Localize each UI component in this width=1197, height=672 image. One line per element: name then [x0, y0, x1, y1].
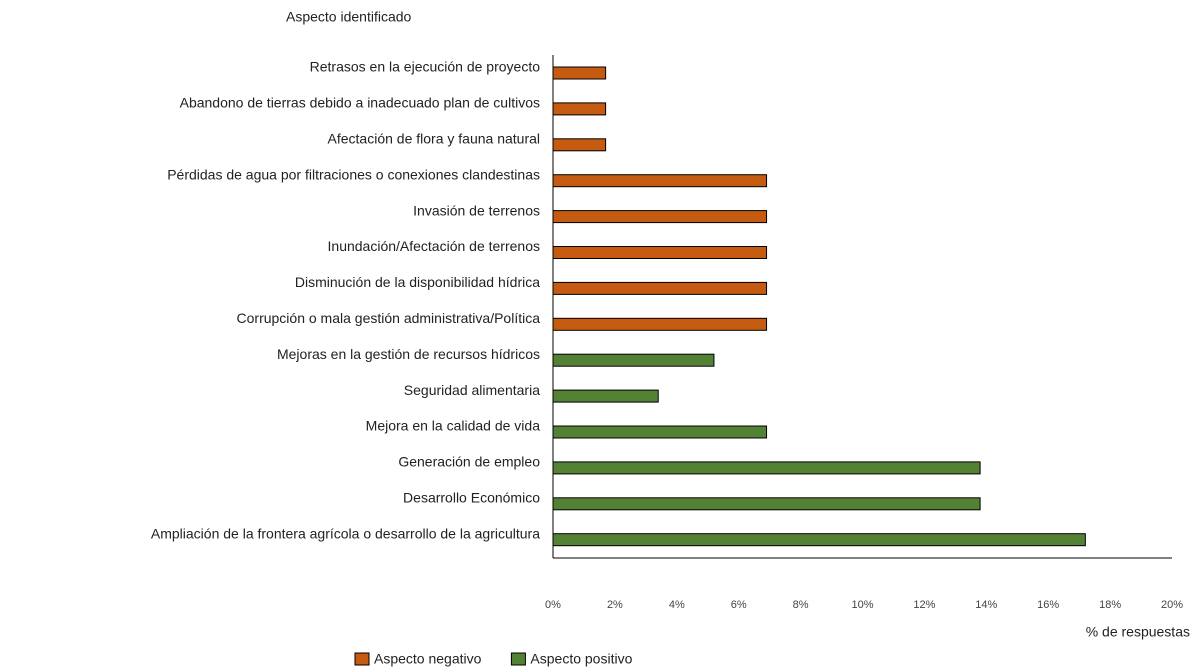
y-tick-label: Seguridad alimentaria — [404, 382, 540, 398]
x-tick-label: 4% — [669, 599, 685, 611]
bar — [552, 497, 981, 511]
x-tick-label: 18% — [1099, 599, 1121, 611]
bar — [552, 210, 768, 224]
x-tick-label: 14% — [975, 599, 997, 611]
x-tick-label: 0% — [545, 599, 561, 611]
bar — [552, 102, 607, 116]
x-tick-label: 8% — [793, 599, 809, 611]
bar — [552, 425, 768, 439]
x-tick-label: 6% — [731, 599, 747, 611]
y-tick-label: Pérdidas de agua por filtraciones o cone… — [167, 166, 540, 182]
chart-title: Aspecto identificado — [286, 9, 412, 25]
y-tick-label: Abandono de tierras debido a inadecuado … — [180, 95, 540, 111]
x-tick-label: 12% — [913, 599, 935, 611]
bar — [552, 281, 768, 295]
x-tick-label: 10% — [851, 599, 873, 611]
legend-label: Aspecto positivo — [530, 651, 632, 667]
y-tick-label: Mejora en la calidad de vida — [366, 418, 541, 434]
legend-swatch — [510, 652, 526, 666]
y-tick-label: Inundación/Afectación de terrenos — [328, 238, 540, 254]
y-tick-label: Desarrollo Económico — [403, 490, 540, 506]
x-tick-label: 20% — [1161, 599, 1183, 611]
legend-label: Aspecto negativo — [374, 651, 482, 667]
legend-swatch — [354, 652, 370, 666]
y-tick-label: Mejoras en la gestión de recursos hídric… — [277, 346, 540, 362]
y-tick-label: Ampliación de la frontera agrícola o des… — [151, 525, 540, 541]
y-tick-label: Afectación de flora y fauna natural — [328, 131, 540, 147]
bar — [552, 66, 607, 80]
y-tick-label: Generación de empleo — [398, 454, 540, 470]
bar — [552, 317, 768, 331]
bar — [552, 246, 768, 259]
bar — [552, 174, 768, 188]
y-tick-label: Disminución de la disponibilidad hídrica — [295, 274, 540, 290]
bar — [552, 389, 659, 403]
x-tick-label: 2% — [607, 599, 623, 611]
y-tick-label: Invasión de terrenos — [413, 202, 540, 218]
y-tick-label: Corrupción o mala gestión administrativa… — [237, 310, 541, 326]
x-axis-label: % de respuestas — [1086, 624, 1190, 640]
y-tick-label: Retrasos en la ejecución de proyecto — [310, 59, 541, 75]
x-tick-label: 16% — [1037, 599, 1059, 611]
bar — [552, 461, 981, 475]
bar — [552, 138, 607, 152]
bar — [552, 353, 715, 367]
bar — [552, 533, 1086, 547]
